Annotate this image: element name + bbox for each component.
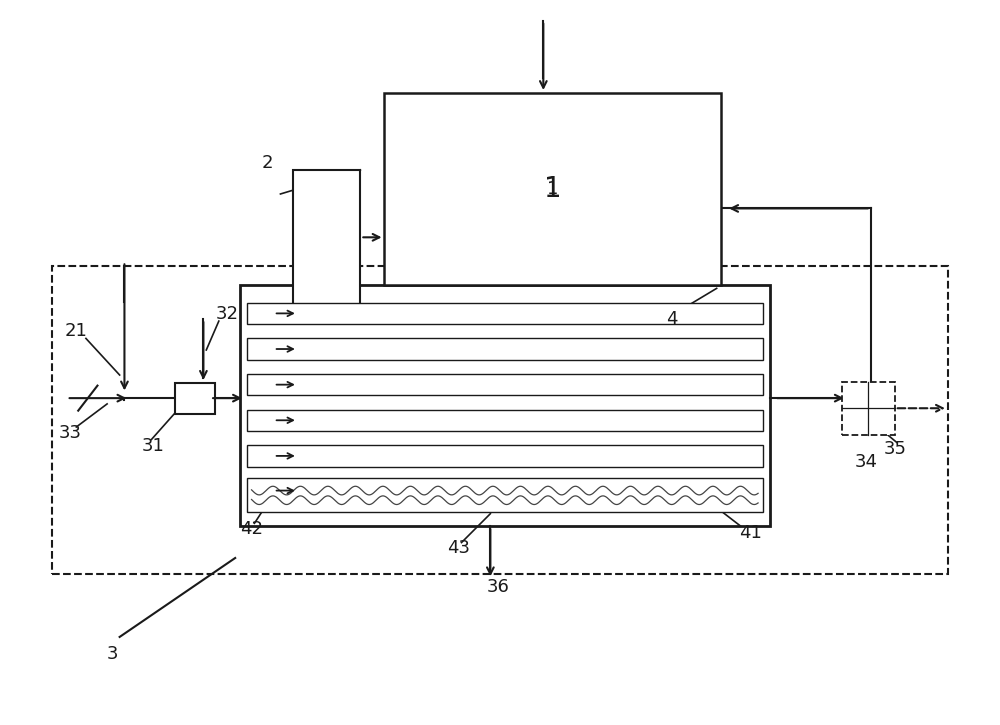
Bar [240, 286, 770, 526]
Bar [293, 170, 360, 304]
Bar [247, 410, 763, 431]
Text: 36: 36 [487, 578, 510, 596]
Bar [384, 93, 721, 286]
Text: 33: 33 [59, 424, 82, 442]
Text: 2: 2 [261, 154, 273, 172]
Text: 1: 1 [547, 181, 559, 198]
Text: 32: 32 [216, 305, 239, 323]
Text: 21: 21 [65, 322, 88, 340]
Bar [247, 303, 763, 324]
Text: 42: 42 [240, 520, 263, 538]
Bar [247, 445, 763, 466]
Bar [175, 383, 215, 413]
Bar [842, 382, 895, 435]
Bar [52, 266, 948, 574]
Text: 35: 35 [883, 440, 906, 458]
Text: 31: 31 [142, 437, 165, 455]
Bar [247, 339, 763, 360]
Text: 34: 34 [854, 452, 877, 471]
Text: 4: 4 [666, 310, 677, 328]
Text: 3: 3 [107, 645, 119, 663]
Text: 41: 41 [739, 524, 762, 542]
Bar [247, 478, 763, 512]
Text: 1: 1 [544, 175, 562, 203]
Text: 43: 43 [447, 539, 470, 558]
Bar [247, 374, 763, 395]
